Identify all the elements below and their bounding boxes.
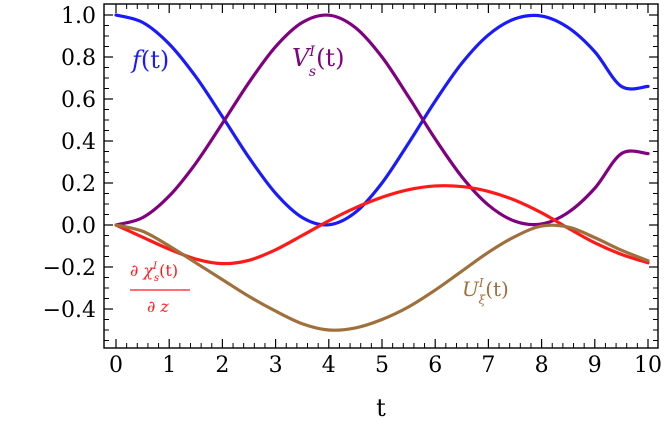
x-tick-label: 0: [109, 353, 123, 378]
x-tick-label: 10: [634, 353, 662, 378]
axes: [103, 3, 659, 349]
y-tick-label: 0.0: [61, 214, 96, 239]
y-tick-label: 1.0: [61, 4, 96, 29]
series-line-chi: [114, 184, 650, 266]
x-tick-label: 8: [535, 353, 549, 378]
series-label-f: f(t): [130, 46, 169, 74]
x-tick-label: 4: [322, 353, 336, 378]
y-tick-label: 0.8: [61, 46, 96, 71]
x-ticks: 0 1 2 3 4 5 6 7 8 9 10: [109, 4, 662, 378]
series-lines: [114, 13, 650, 332]
series-label-u: UI ξ(t): [462, 276, 509, 307]
series-line-u: [114, 223, 650, 332]
y-tick-label: 0.2: [61, 172, 96, 197]
x-tick-label: 9: [588, 353, 602, 378]
y-tick-label: −0.2: [43, 256, 96, 281]
x-tick-label: 1: [162, 353, 176, 378]
series-line-v: [114, 13, 650, 227]
y-tick-label: 0.6: [61, 88, 96, 113]
x-tick-label: 6: [428, 353, 442, 378]
series-label-v: VI s(t): [292, 44, 344, 80]
y-tick-label: −0.4: [43, 298, 96, 323]
x-tick-label: 2: [215, 353, 229, 378]
x-tick-label: 3: [269, 353, 283, 378]
x-tick-label: 7: [481, 353, 495, 378]
series-label-chi-denominator: ∂ z: [147, 297, 169, 316]
plot-frame: [103, 3, 659, 349]
x-tick-label: 5: [375, 353, 389, 378]
series-label-chi: ∂ χI s(t) ∂ z: [130, 261, 190, 316]
series-label-chi-numerator: ∂ χI s(t): [130, 261, 178, 284]
series-line-f: [114, 13, 650, 227]
x-axis-label: t: [376, 394, 386, 422]
y-ticks: 1.0 0.8 0.6 0.4 0.2 0.0 −0.2 −0.4: [43, 4, 658, 341]
y-tick-label: 0.4: [61, 130, 96, 155]
